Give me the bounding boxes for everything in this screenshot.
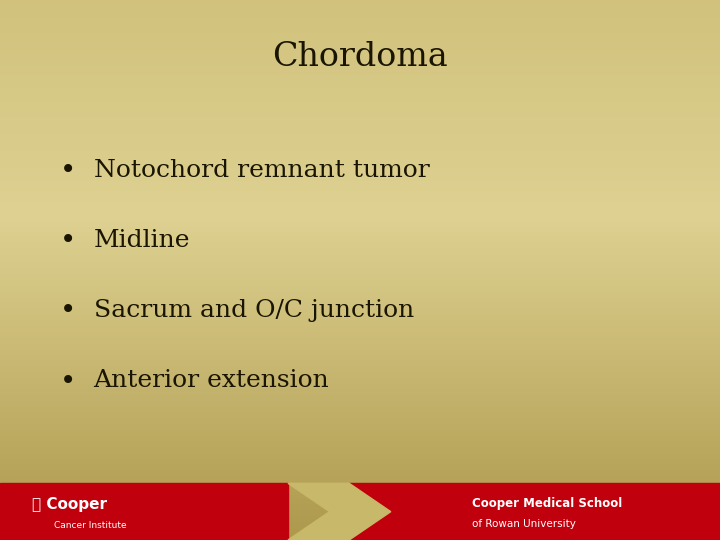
Text: Chordoma: Chordoma <box>272 40 448 73</box>
Text: of Rowan University: of Rowan University <box>472 519 575 529</box>
Polygon shape <box>0 483 288 540</box>
Text: Sacrum and O/C junction: Sacrum and O/C junction <box>94 299 414 322</box>
Text: Anterior extension: Anterior extension <box>94 369 329 392</box>
Text: Cancer Institute: Cancer Institute <box>54 521 127 530</box>
Text: Midline: Midline <box>94 229 190 252</box>
Text: •: • <box>60 367 76 395</box>
Text: •: • <box>60 226 76 254</box>
Text: ⓒ Cooper: ⓒ Cooper <box>32 497 107 512</box>
Text: Notochord remnant tumor: Notochord remnant tumor <box>94 159 429 181</box>
Text: Cooper Medical School: Cooper Medical School <box>472 497 622 510</box>
Polygon shape <box>349 483 720 540</box>
Text: •: • <box>60 296 76 325</box>
Polygon shape <box>288 483 391 540</box>
Text: •: • <box>60 156 76 184</box>
